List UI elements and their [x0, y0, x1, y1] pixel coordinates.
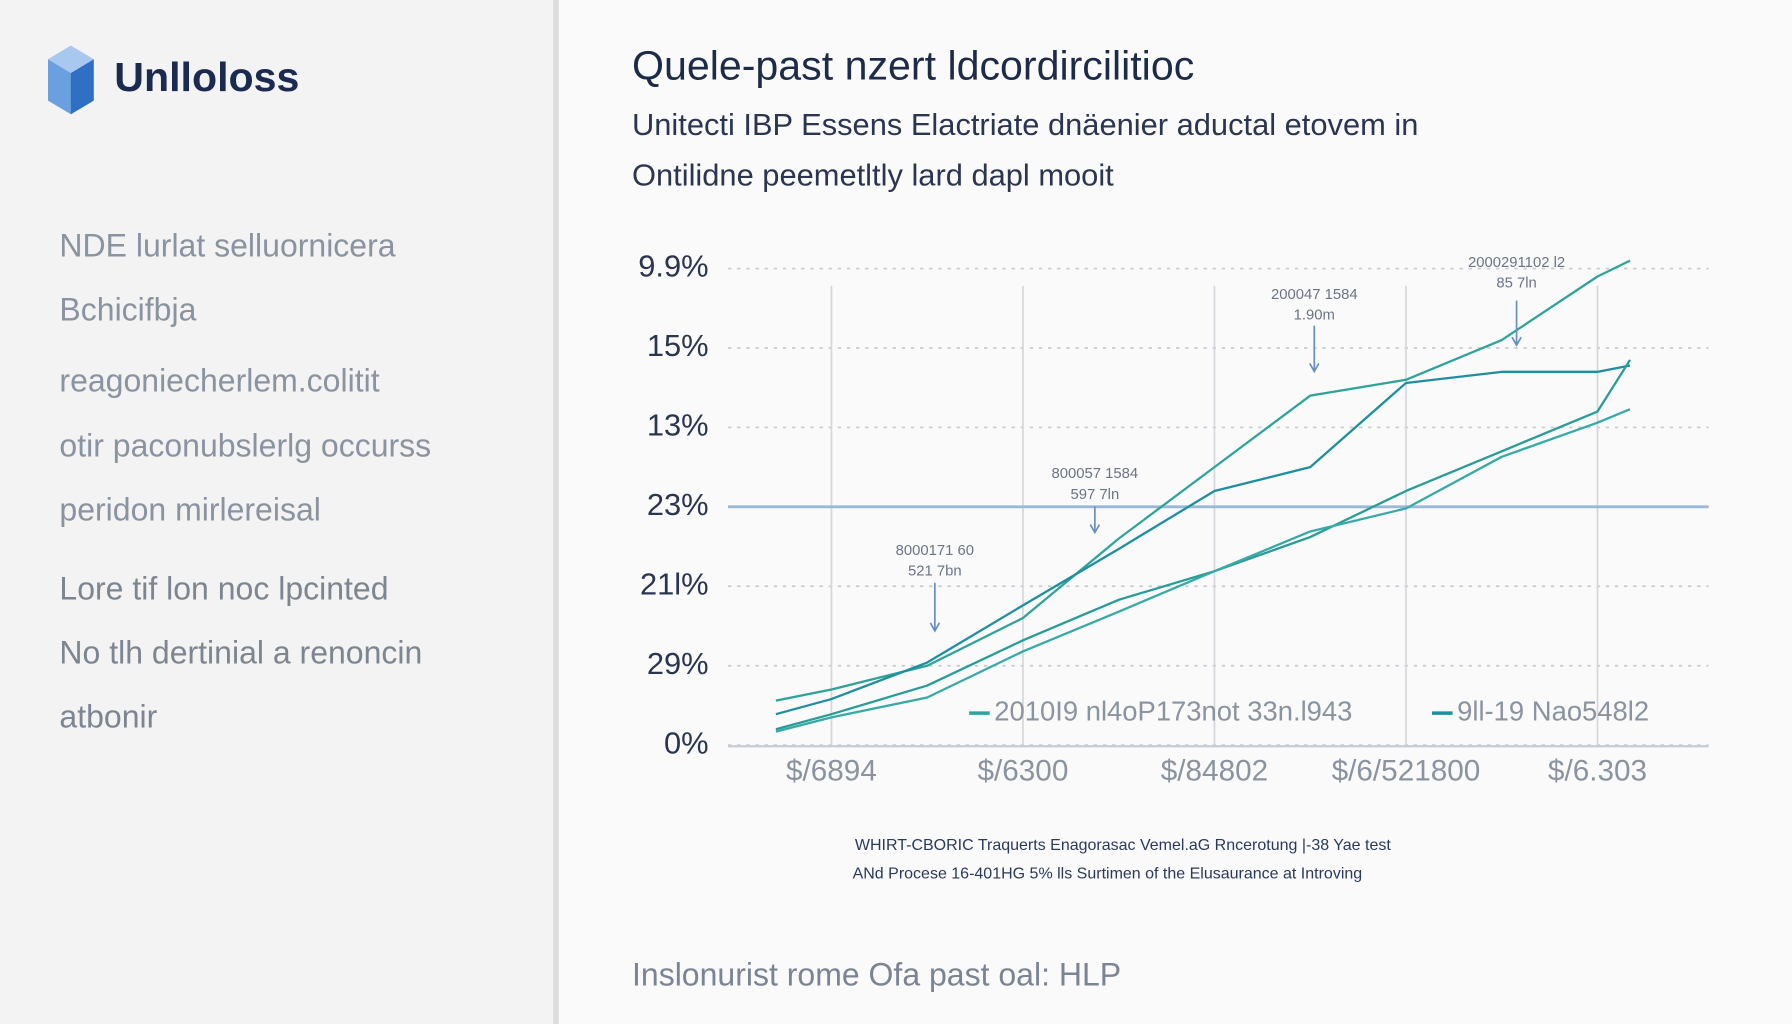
data-line — [775, 364, 1631, 716]
legend-label: 2010I9 nl4oP173not 33n.l943 — [994, 695, 1352, 726]
sidebar-item: No tlh dertinial a renoncin — [59, 634, 422, 670]
x-tick-label: $/84802 — [1161, 754, 1268, 787]
sidebar-item: reagoniecherlem.colitit — [59, 362, 379, 398]
annotation-text: 597 7ln — [1071, 487, 1120, 503]
sidebar-item: NDE lurlat selluornicera — [59, 227, 395, 263]
sidebar-border — [553, 0, 559, 1024]
x-tick-label: $/6300 — [978, 754, 1069, 787]
y-tick-label: 9.9% — [638, 249, 708, 284]
sidebar-item: Bchicifbja — [59, 291, 196, 327]
y-tick-label: 23% — [647, 487, 709, 522]
annotation-text: 8000171 60 — [896, 543, 974, 559]
legend-label: 9ll-19 Nao548l2 — [1457, 695, 1649, 726]
sidebar — [0, 0, 556, 1024]
chart-title: Quele-past nzert ldcordircilitioc — [632, 42, 1194, 88]
sidebar-item: Lore tif lon noc lpcinted — [59, 570, 388, 606]
y-tick-label: 15% — [647, 328, 709, 363]
x-tick-label: $/6/521800 — [1332, 754, 1481, 787]
footer-text: Inslonurist rome Ofa past oal: HLP — [632, 957, 1121, 993]
x-tick-label: $/6.303 — [1548, 754, 1647, 787]
subtitle: Ontilidne peemetltly lard dapl mooit — [632, 157, 1114, 192]
y-tick-label: 29% — [647, 646, 709, 681]
sidebar-item: peridon mirlereisal — [59, 491, 320, 527]
subtitle: Unitecti IBP Essens Elactriate dnäenier … — [632, 107, 1418, 142]
annotation-text: 85 7ln — [1496, 275, 1536, 291]
annotation-arrowhead — [1308, 363, 1320, 374]
x-tick-label: $/6894 — [786, 754, 877, 787]
sidebar-item: atbonir — [59, 698, 157, 734]
caption: ANd Procese 16-401HG 5% lls Surtimen of … — [853, 866, 1363, 883]
annotation-text: 800057 1584 — [1052, 466, 1139, 482]
annotation-arrowhead — [1511, 336, 1522, 347]
logo-icon — [48, 45, 94, 115]
sidebar-item: otir paconubslerlg occurss — [59, 427, 431, 463]
y-tick-label: 0% — [664, 725, 709, 760]
data-line — [775, 408, 1631, 733]
annotation-text: 2000291102 l2 — [1468, 255, 1565, 271]
annotation-arrowhead — [1089, 524, 1101, 535]
annotation-text: 1.90m — [1294, 307, 1335, 323]
annotation-arrowhead — [929, 622, 941, 633]
annotation-text: 521 7bn — [908, 563, 962, 579]
logo-text: Unlloloss — [114, 54, 299, 100]
y-tick-label: 21l% — [640, 566, 709, 601]
y-tick-label: 13% — [647, 408, 709, 443]
caption: WHIRT-CBORIC Traquerts Enagorasac Vemel.… — [855, 837, 1392, 854]
annotation-text: 200047 1584 — [1271, 287, 1358, 303]
